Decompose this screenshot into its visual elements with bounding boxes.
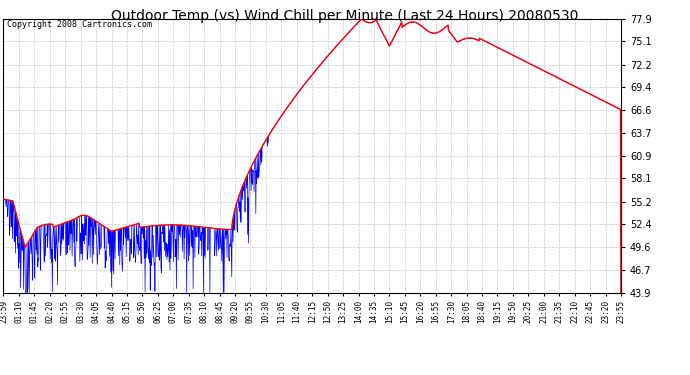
- Text: Copyright 2008 Cartronics.com: Copyright 2008 Cartronics.com: [6, 20, 152, 29]
- Text: Outdoor Temp (vs) Wind Chill per Minute (Last 24 Hours) 20080530: Outdoor Temp (vs) Wind Chill per Minute …: [111, 9, 579, 23]
